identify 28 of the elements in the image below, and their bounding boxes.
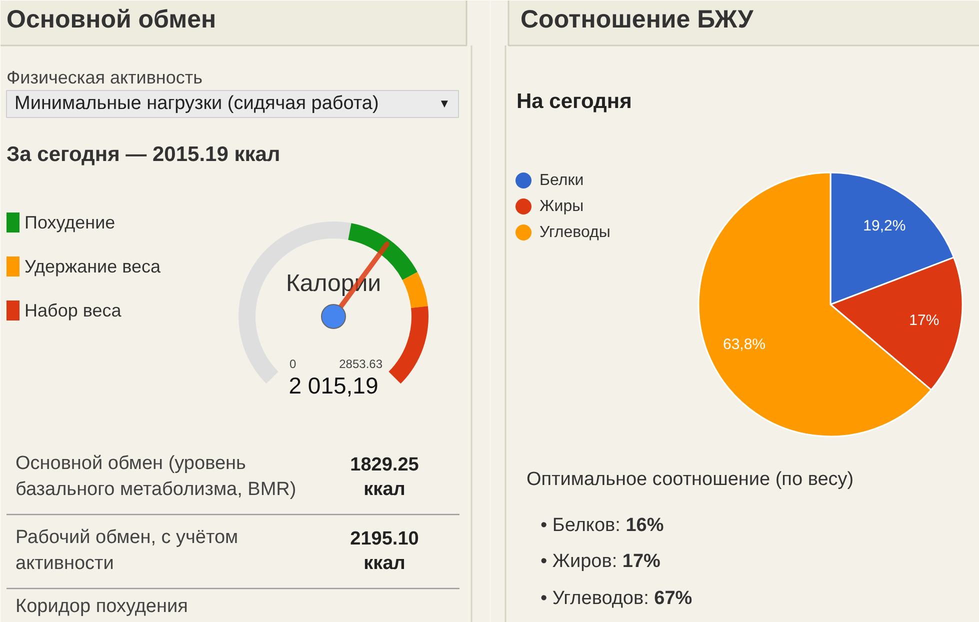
text: Физическая активность: [6, 68, 202, 88]
text: • Жиров: 17%: [540, 551, 661, 572]
chart-title: Соотношение БЖУ: [520, 6, 754, 34]
data-label: 63,8%: [722, 336, 766, 353]
text: 1829.25 ккал: [350, 454, 420, 500]
text: Минимальные нагрузки (сидячая работа): [14, 93, 379, 114]
legend-label: Белки: [540, 172, 584, 189]
text: 2195.10 ккал: [350, 528, 419, 574]
legend-label: Набор веса: [24, 300, 122, 320]
text: • Углеводов: 67%: [540, 588, 692, 609]
legend-label: Углеводы: [540, 224, 610, 241]
text: ▼: [438, 96, 450, 110]
text: Коридор похудения: [16, 596, 188, 617]
legend-label: Похудение: [24, 212, 116, 232]
text: 2 015,19: [288, 372, 378, 398]
text: За сегодня — 2015.19 ккал: [6, 143, 280, 166]
chart-title: Основной обмен: [6, 6, 216, 34]
legend-label: Удержание веса: [24, 256, 162, 276]
text: Рабочий обмен, с учётом активности: [16, 527, 238, 574]
text: • Белков: 16%: [540, 515, 664, 536]
text: 2853.63: [339, 357, 383, 371]
chart-subtitle: На сегодня: [516, 90, 632, 113]
text: 0: [290, 357, 296, 371]
text: Основной обмен (уровень базального метаболизма, BMR): [16, 453, 296, 500]
data-label: 17%: [909, 312, 940, 330]
legend-label: Жиры: [540, 198, 584, 215]
data-label: 19,2%: [863, 218, 906, 235]
text: Оптимальное соотношение (по весу): [526, 469, 854, 490]
